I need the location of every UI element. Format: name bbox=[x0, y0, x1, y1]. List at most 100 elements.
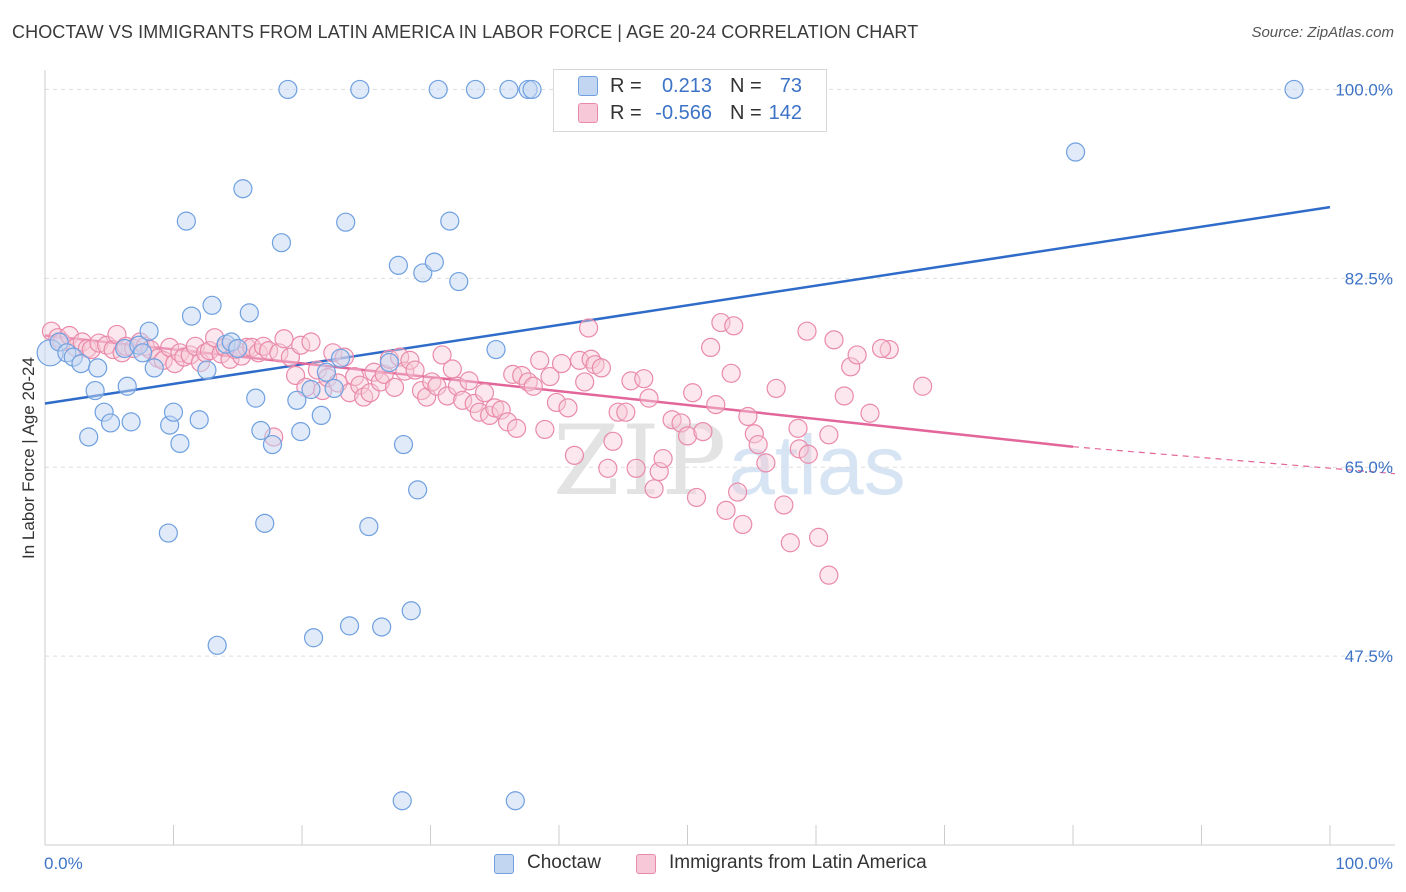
source-label: Source: ZipAtlas.com bbox=[1251, 24, 1394, 41]
point-choctaw bbox=[88, 358, 108, 378]
point-choctaw bbox=[246, 388, 266, 408]
point-latin-america bbox=[453, 390, 473, 410]
point-latin-america bbox=[350, 375, 370, 395]
point-latin-america bbox=[728, 482, 748, 502]
point-choctaw bbox=[1284, 79, 1304, 100]
point-latin-america bbox=[860, 403, 880, 423]
point-latin-america bbox=[634, 369, 654, 389]
trend-lines bbox=[44, 205, 1396, 475]
point-latin-america bbox=[578, 318, 599, 338]
point-latin-america bbox=[766, 378, 786, 399]
point-latin-america bbox=[603, 431, 623, 451]
trend-line-choctaw bbox=[44, 205, 1331, 405]
point-choctaw bbox=[303, 628, 324, 648]
point-latin-america bbox=[405, 360, 425, 380]
point-choctaw bbox=[133, 343, 153, 363]
trend-line-latin-america bbox=[44, 334, 1074, 448]
point-choctaw bbox=[233, 179, 253, 199]
point-latin-america bbox=[616, 402, 636, 422]
point-choctaw bbox=[324, 378, 344, 399]
point-latin-america bbox=[677, 426, 698, 446]
point-latin-america bbox=[808, 527, 829, 547]
point-latin-america bbox=[653, 448, 673, 469]
y-tick-label: 47.5% bbox=[1345, 647, 1393, 666]
point-choctaw bbox=[336, 212, 356, 232]
legend-label: Immigrants from Latin America bbox=[669, 852, 927, 873]
point-latin-america bbox=[683, 383, 703, 403]
point-choctaw bbox=[440, 211, 460, 231]
point-choctaw bbox=[339, 616, 360, 636]
y-axis-title: In Labor Force | Age 20-24 bbox=[19, 357, 38, 559]
point-latin-america bbox=[598, 458, 618, 478]
point-choctaw bbox=[388, 255, 408, 275]
axes bbox=[44, 70, 1395, 846]
point-choctaw bbox=[311, 405, 331, 426]
point-choctaw bbox=[287, 390, 307, 410]
point-latin-america bbox=[774, 495, 794, 515]
point-latin-america bbox=[608, 402, 628, 422]
legend-row-choctaw: R = 0.213 N = 73 bbox=[554, 73, 826, 101]
r-value: 0.213 bbox=[661, 75, 712, 97]
r-label: R = bbox=[610, 75, 642, 97]
r-label: R = bbox=[610, 102, 642, 124]
point-choctaw bbox=[251, 420, 271, 441]
point-latin-america bbox=[706, 395, 726, 415]
point-latin-america bbox=[558, 398, 578, 418]
point-latin-america bbox=[530, 350, 550, 370]
point-choctaw bbox=[85, 380, 105, 401]
point-latin-america bbox=[733, 514, 753, 535]
point-latin-america bbox=[834, 386, 854, 406]
point-latin-america bbox=[824, 330, 844, 350]
point-choctaw bbox=[139, 321, 159, 341]
point-choctaw bbox=[239, 303, 259, 323]
point-latin-america bbox=[575, 372, 595, 392]
point-choctaw bbox=[449, 271, 469, 292]
point-choctaw bbox=[465, 79, 486, 100]
point-latin-america bbox=[780, 533, 800, 553]
point-latin-america bbox=[551, 353, 572, 374]
point-latin-america bbox=[469, 402, 489, 422]
point-choctaw bbox=[392, 791, 412, 811]
point-choctaw bbox=[121, 412, 141, 432]
series-legend: Choctaw Immigrants from Latin America bbox=[0, 852, 1406, 878]
point-choctaw bbox=[144, 358, 164, 378]
point-choctaw bbox=[181, 306, 202, 326]
point-latin-america bbox=[693, 421, 713, 442]
n-value: 73 bbox=[779, 75, 802, 97]
point-choctaw bbox=[197, 360, 217, 380]
point-latin-america bbox=[474, 383, 495, 403]
point-latin-america bbox=[738, 406, 758, 427]
n-label: N = bbox=[730, 102, 762, 124]
point-choctaw bbox=[71, 353, 91, 374]
point-choctaw bbox=[100, 413, 121, 433]
n-label: N = bbox=[730, 75, 762, 97]
point-latin-america bbox=[788, 418, 808, 438]
point-choctaw bbox=[158, 523, 178, 543]
point-choctaw bbox=[393, 434, 414, 455]
point-choctaw bbox=[163, 402, 184, 422]
point-latin-america bbox=[847, 345, 867, 365]
r-value: -0.566 bbox=[655, 102, 712, 124]
point-latin-america bbox=[724, 316, 744, 336]
legend-label: Choctaw bbox=[527, 852, 601, 873]
watermark-atlas: atlas bbox=[728, 418, 906, 512]
point-latin-america bbox=[701, 337, 721, 358]
choctaw-swatch bbox=[494, 854, 514, 874]
trend-line-latin-america-extension bbox=[1072, 446, 1396, 475]
y-tick-label: 100.0% bbox=[1335, 80, 1393, 99]
x-tick-label: 100.0% bbox=[1335, 854, 1393, 873]
point-latin-america bbox=[744, 424, 764, 444]
point-latin-america bbox=[432, 345, 452, 365]
point-choctaw bbox=[79, 427, 99, 447]
point-latin-america bbox=[564, 445, 585, 465]
x-tick-label: 0.0% bbox=[44, 854, 83, 873]
point-latin-america bbox=[879, 339, 899, 360]
point-choctaw bbox=[359, 516, 379, 537]
point-latin-america bbox=[639, 388, 659, 408]
point-choctaw bbox=[255, 513, 275, 533]
point-choctaw bbox=[499, 79, 519, 100]
point-choctaw bbox=[372, 617, 392, 637]
point-latin-america bbox=[748, 434, 768, 455]
point-latin-america bbox=[400, 350, 420, 370]
